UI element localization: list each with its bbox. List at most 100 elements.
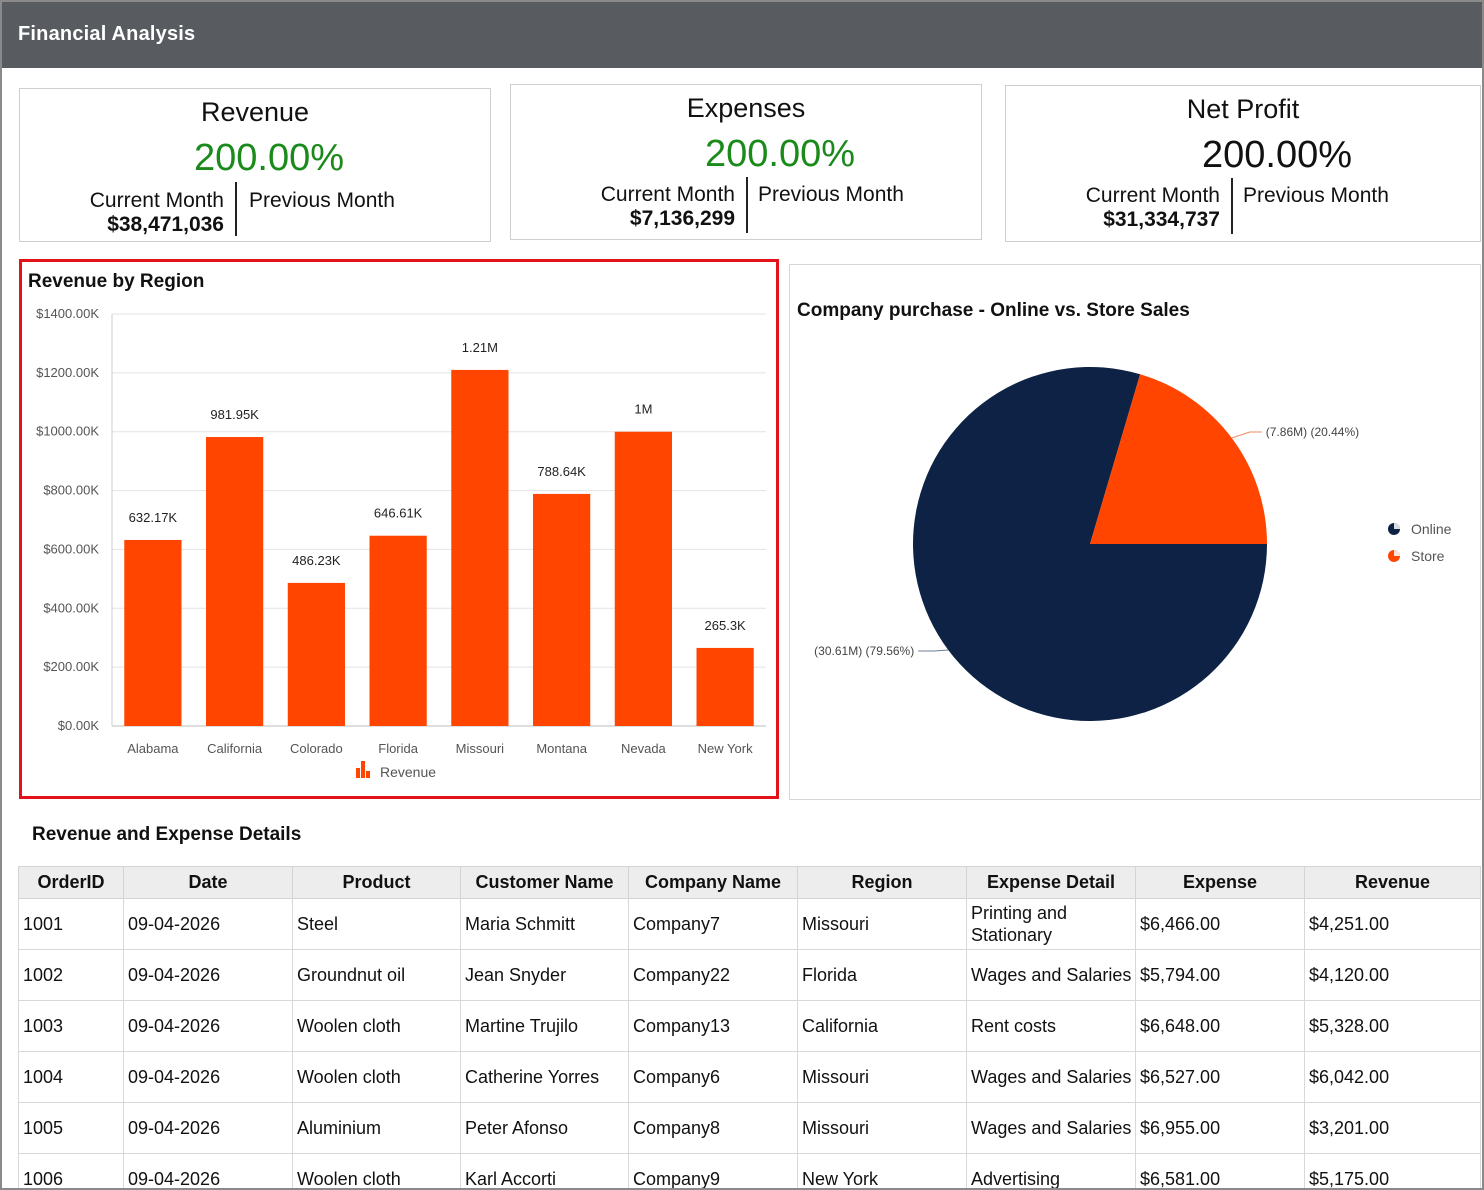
bar-data-label: 646.61K [374,506,423,521]
online-vs-store-pie-chart[interactable]: (7.86M) (20.44%) (30.61M) (79.56%) Online S… [790,265,1480,799]
column-header-orderid[interactable]: OrderID [18,866,124,899]
revenue-by-region-panel[interactable]: Revenue by Region $0.00K $200.00K $400.00K… [19,259,779,799]
y-tick-label: $400.00K [43,600,99,615]
y-tick-label: $1000.00K [36,424,99,439]
column-header-date[interactable]: Date [123,866,293,899]
column-header-revenue[interactable]: Revenue [1304,866,1481,899]
column-header-region[interactable]: Region [797,866,967,899]
net-profit-kpi-card[interactable]: Net Profit 200.00% Current Month $31,334… [1005,85,1481,242]
cell-region: California [797,1000,967,1052]
cell-revenue: $6,042.00 [1304,1051,1481,1103]
bar-data-label: 981.95K [210,407,259,422]
cell-region: Missouri [797,898,967,950]
cell-product: Aluminium [292,1102,461,1154]
column-header-customer-name[interactable]: Customer Name [460,866,629,899]
column-header-expense-detail[interactable]: Expense Detail [966,866,1136,899]
dashboard-title: Financial Analysis [18,23,196,45]
legend-swatch [366,771,370,778]
cell-expense-detail: Wages and Salaries [966,1051,1136,1103]
bar-data-label: 1.21M [462,340,498,355]
cell-company-name: Company22 [628,949,798,1001]
y-tick-label: $0.00K [58,718,100,733]
kpi-divider [1231,178,1233,234]
online-vs-store-panel[interactable]: Company purchase - Online vs. Store Sale… [789,264,1481,800]
cell-company-name: Company9 [628,1153,798,1188]
legend-label: Store [1411,548,1445,564]
bar-legend[interactable]: Revenue [356,761,436,780]
cell-customer-name: Catherine Yorres [460,1051,629,1103]
column-header-company-name[interactable]: Company Name [628,866,798,899]
revenue-kpi-card[interactable]: Revenue 200.00% Current Month $38,471,03… [19,88,491,242]
cell-product: Groundnut oil [292,949,461,1001]
revenue-by-region-chart[interactable]: $0.00K $200.00K $400.00K $600.00K $800.00K $1… [22,262,776,796]
cell-region: New York [797,1153,967,1188]
y-tick-label: $800.00K [43,483,99,498]
cell-expense: $5,794.00 [1135,949,1305,1001]
kpi-previous-label: Previous Month [1243,184,1389,207]
y-tick-label: $1400.00K [36,306,99,321]
x-tick-label: Nevada [621,741,667,756]
kpi-divider [746,177,748,233]
cell-customer-name: Martine Trujilo [460,1000,629,1052]
column-header-product[interactable]: Product [292,866,461,899]
pie-label-store: (7.86M) (20.44%) [1266,425,1359,439]
cell-revenue: $5,328.00 [1304,1000,1481,1052]
cell-customer-name: Peter Afonso [460,1102,629,1154]
pie-chart-title: Company purchase - Online vs. Store Sale… [797,300,1190,321]
bar-montana [533,493,591,726]
cell-product: Woolen cloth [292,1153,461,1188]
cell-date: 09-04-2026 [123,949,293,1001]
x-tick-label: Alabama [127,741,179,756]
kpi-current-label: Current Month [89,189,224,212]
cell-revenue: $3,201.00 [1304,1102,1481,1154]
cell-expense: $6,648.00 [1135,1000,1305,1052]
cell-orderid: 1005 [18,1102,124,1154]
table-row[interactable]: 1006 09-04-2026 Woolen cloth Karl Accort… [18,1153,1481,1188]
pie-label-online: (30.61M) (79.56%) [814,644,914,658]
cell-region: Missouri [797,1102,967,1154]
kpi-percent: 200.00% [704,133,855,175]
kpi-current: Current Month $31,334,737 [1036,184,1220,232]
cell-date: 09-04-2026 [123,1153,293,1188]
cell-date: 09-04-2026 [123,1000,293,1052]
cell-revenue: $5,175.00 [1304,1153,1481,1188]
table-row[interactable]: 1002 09-04-2026 Groundnut oil Jean Snyde… [18,949,1481,1001]
pie-legend-item-store[interactable]: Store [1388,548,1445,564]
cell-customer-name: Jean Snyder [460,949,629,1001]
x-tick-label: Colorado [290,741,343,756]
x-tick-label: New York [698,741,753,756]
bar-data-label: 265.3K [705,618,747,633]
kpi-title: Revenue [200,97,310,127]
legend-swatch [361,761,365,778]
cell-company-name: Company13 [628,1000,798,1052]
cell-date: 09-04-2026 [123,1102,293,1154]
bar-nevada [614,431,672,726]
cell-expense: $6,955.00 [1135,1102,1305,1154]
pie-leader-store [1231,431,1262,439]
bar-data-label: 1M [634,402,652,417]
table-row[interactable]: 1001 09-04-2026 Steel Maria Schmitt Comp… [18,898,1481,950]
x-tick-label: California [207,741,263,756]
expenses-kpi-card[interactable]: Expenses 200.00% Current Month $7,136,29… [510,84,982,240]
cell-expense-detail: Printing and Stationary [966,898,1136,950]
cell-company-name: Company6 [628,1051,798,1103]
bar-new-york [696,647,754,726]
bar-missouri [451,369,509,726]
table-row[interactable]: 1003 09-04-2026 Woolen cloth Martine Tru… [18,1000,1481,1052]
table-row[interactable]: 1004 09-04-2026 Woolen cloth Catherine Y… [18,1051,1481,1103]
cell-product: Woolen cloth [292,1000,461,1052]
cell-orderid: 1004 [18,1051,124,1103]
table-row[interactable]: 1005 09-04-2026 Aluminium Peter Afonso C… [18,1102,1481,1154]
kpi-percent: 200.00% [1201,134,1352,176]
cell-orderid: 1003 [18,1000,124,1052]
bar-california [206,437,264,726]
legend-label: Online [1411,521,1452,537]
bar-alabama [124,539,182,726]
cell-expense: $6,466.00 [1135,898,1305,950]
cell-region: Florida [797,949,967,1001]
pie-legend-item-online[interactable]: Online [1388,521,1452,537]
column-header-expense[interactable]: Expense [1135,866,1305,899]
kpi-current-label: Current Month [600,183,735,206]
legend-pie-icon-wedge [1394,523,1400,529]
